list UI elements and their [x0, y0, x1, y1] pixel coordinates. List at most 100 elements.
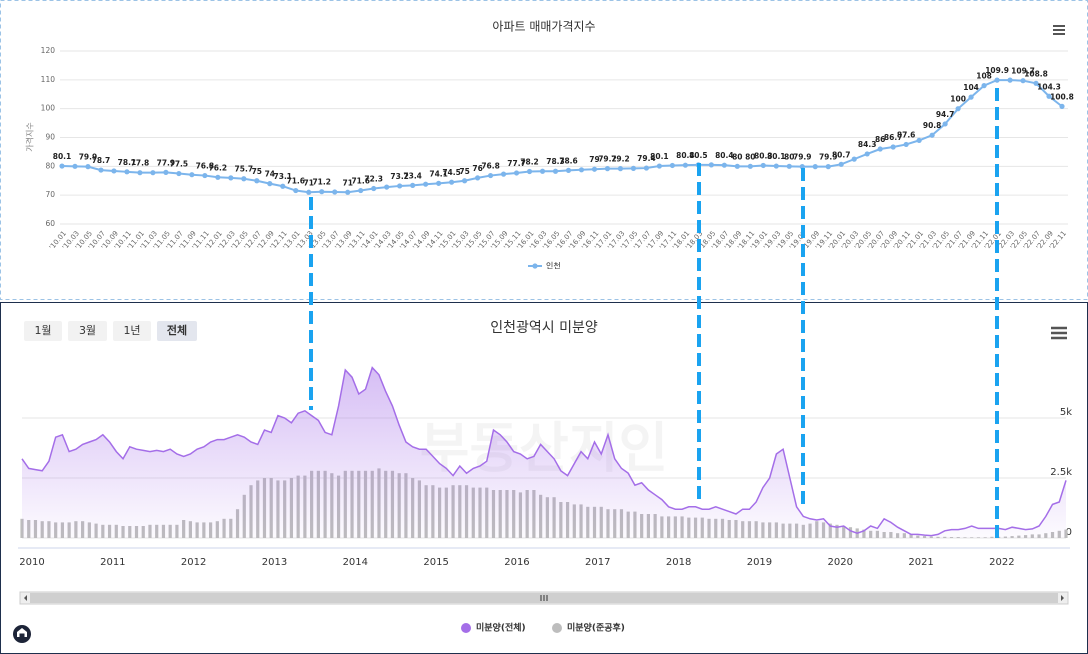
range-button-label[interactable]: 전체 — [167, 323, 187, 337]
data-label: 75 — [459, 167, 469, 176]
data-label: 80.5 — [689, 151, 708, 160]
y-tick-label: 100 — [41, 104, 56, 113]
data-label: 73.1 — [274, 172, 293, 181]
point-marker — [565, 167, 572, 173]
point-marker — [539, 168, 546, 174]
annotation-lines — [309, 88, 999, 540]
data-label: 79.2 — [611, 155, 630, 164]
y-tick-label: 110 — [41, 75, 56, 84]
point-marker — [124, 169, 130, 175]
point-marker — [163, 169, 169, 175]
data-label: 78.3 — [546, 157, 565, 166]
data-label: 87.6 — [897, 130, 916, 139]
point-marker — [760, 162, 766, 169]
point-marker — [384, 184, 390, 190]
range-button[interactable] — [24, 321, 62, 341]
point-marker — [189, 172, 195, 178]
point-marker — [345, 189, 351, 195]
point-marker — [929, 132, 935, 138]
x-tick-label: 2012 — [181, 557, 206, 568]
data-label: 109.9 — [985, 66, 1009, 75]
point-marker — [293, 187, 299, 194]
data-label: 77.8 — [131, 159, 150, 168]
data-label: 108.8 — [1024, 69, 1048, 78]
point-marker — [734, 163, 740, 169]
x-tick-label: 2013 — [262, 557, 287, 568]
point-marker — [1059, 103, 1065, 109]
y-tick-label: 70 — [45, 190, 55, 199]
data-label: 77.7 — [507, 159, 526, 168]
data-label: 90.8 — [923, 121, 942, 130]
data-label: 80.1 — [767, 152, 786, 161]
range-button[interactable] — [68, 321, 107, 341]
data-label: 77.5 — [170, 160, 189, 169]
data-label: 79.9 — [79, 153, 98, 162]
data-label: 78.1 — [118, 158, 137, 167]
data-label: 79.4 — [637, 154, 656, 163]
x-tick-label: 2014 — [343, 557, 368, 568]
top-panel — [0, 0, 1088, 300]
point-marker — [656, 163, 663, 169]
x-tick-label: 2016 — [504, 557, 529, 568]
range-button[interactable] — [113, 321, 151, 341]
x-tick-label: 2010 — [19, 557, 44, 568]
scrollbar[interactable] — [19, 591, 1069, 605]
point-marker — [526, 168, 533, 175]
home-icon[interactable] — [13, 625, 31, 643]
data-label: 75.7 — [235, 165, 254, 174]
data-label: 71 — [342, 178, 352, 187]
data-label: 78.6 — [559, 156, 578, 165]
menu-icon[interactable] — [1051, 326, 1067, 340]
menu-icon[interactable] — [1053, 25, 1065, 35]
y-tick-label: 60 — [45, 219, 55, 228]
data-label: 104 — [963, 83, 979, 92]
point-marker — [202, 172, 208, 179]
point-marker — [877, 146, 883, 152]
range-button[interactable] — [157, 321, 197, 341]
point-marker — [799, 164, 805, 170]
range-button-label[interactable]: 1월 — [34, 324, 51, 337]
data-label: 80.4 — [715, 151, 734, 160]
point-marker — [825, 164, 831, 170]
x-tick-label: 2017 — [585, 557, 610, 568]
data-label: 80.3 — [754, 151, 773, 160]
data-label: 80 — [732, 152, 742, 161]
point-marker — [474, 175, 481, 181]
point-marker — [916, 137, 922, 143]
data-label: 74.5 — [442, 168, 461, 177]
point-marker — [643, 165, 650, 171]
y-tick-label: 0 — [1066, 527, 1072, 538]
x-tick-label: 2021 — [908, 557, 933, 568]
data-label: 71.6 — [351, 177, 370, 186]
point-marker — [838, 161, 844, 167]
data-label: 109.7 — [1011, 67, 1035, 76]
legend-label: 미분양(준공후) — [567, 622, 625, 634]
point-marker — [371, 185, 377, 192]
point-marker — [1033, 80, 1039, 86]
point-marker — [1046, 93, 1052, 99]
range-button-label[interactable]: 3월 — [79, 324, 96, 337]
plots: 아파트 매매가격지수가격지수60708090100110120'10.01'10… — [18, 20, 1074, 634]
point-marker — [254, 178, 260, 184]
point-marker — [59, 163, 65, 169]
data-label: 73.4 — [403, 171, 422, 180]
data-label: 79.9 — [819, 153, 838, 162]
data-label: 80.4 — [676, 151, 695, 160]
y-axis-label: 가격지수 — [25, 122, 35, 151]
point-marker — [747, 163, 753, 169]
y-tick-label: 120 — [41, 46, 56, 55]
data-label: 74.1 — [429, 169, 448, 178]
point-marker — [306, 189, 312, 195]
data-label: 71.2 — [312, 178, 331, 187]
x-tick-label: 2019 — [747, 557, 772, 568]
point-marker — [903, 141, 909, 148]
point-marker — [864, 151, 870, 157]
point-marker — [98, 167, 104, 173]
range-button-label[interactable]: 1년 — [123, 324, 140, 337]
x-tick-label: 2020 — [828, 557, 853, 568]
point-marker — [682, 162, 688, 168]
x-tick-label: 2018 — [666, 557, 691, 568]
data-label: 77.9 — [157, 158, 176, 167]
data-label: 76.8 — [196, 162, 215, 171]
